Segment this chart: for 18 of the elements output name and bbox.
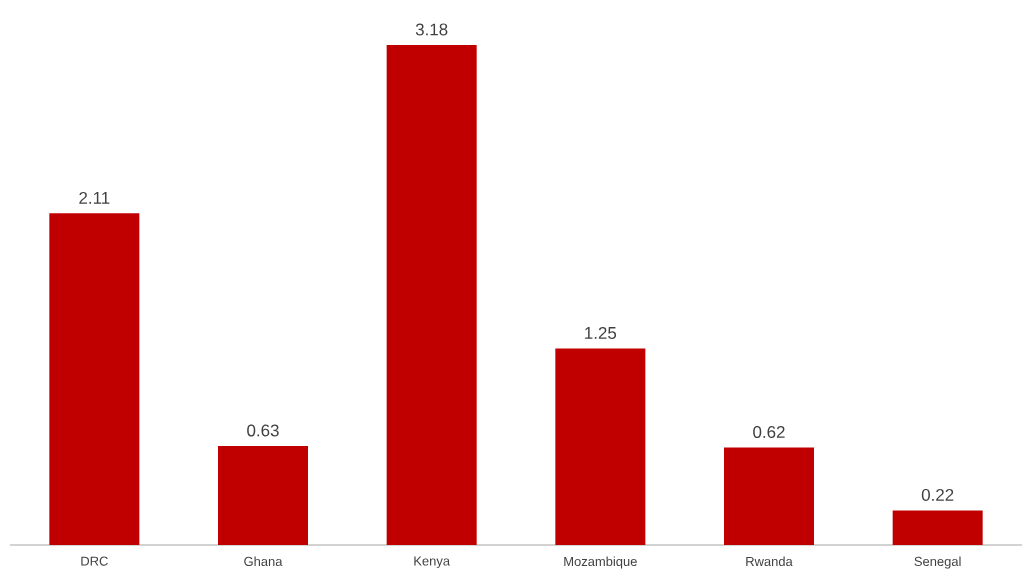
bar (49, 213, 140, 545)
bar (555, 348, 646, 545)
data-label: 1.25 (585, 326, 617, 339)
bar (218, 445, 308, 545)
x-tick-label: Mozambique (564, 556, 637, 569)
x-tick-label: DRC (81, 556, 108, 566)
x-tick-label: Kenya (414, 556, 451, 569)
x-tick-label: Ghana (244, 556, 283, 567)
bar (892, 510, 983, 545)
bar (386, 44, 477, 545)
data-label: 2.11 (79, 191, 110, 204)
data-label: 0.62 (753, 426, 785, 438)
x-tick-label: Senegal (914, 556, 961, 569)
data-label: 0.22 (921, 488, 954, 501)
bar (724, 447, 814, 545)
data-label: 0.63 (247, 424, 279, 437)
data-label: 3.18 (415, 23, 448, 36)
x-tick-label: Rwanda (746, 556, 793, 567)
